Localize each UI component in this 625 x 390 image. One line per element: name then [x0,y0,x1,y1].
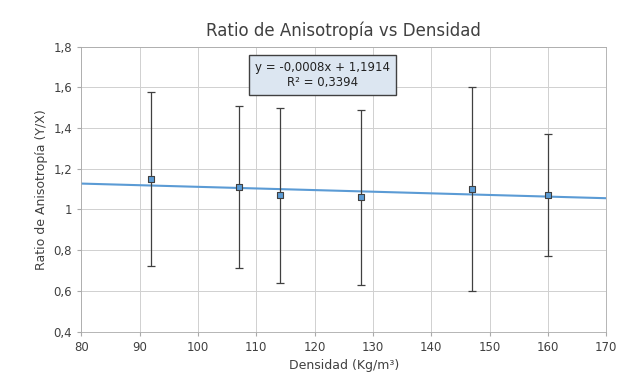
Point [234,184,244,190]
Point [356,194,366,200]
Point [467,186,477,192]
X-axis label: Densidad (Kg/m³): Densidad (Kg/m³) [289,359,399,372]
Point [274,192,284,199]
Point [146,176,156,182]
Point [543,192,553,199]
Text: y = -0,0008x + 1,1914
R² = 0,3394: y = -0,0008x + 1,1914 R² = 0,3394 [255,61,390,89]
Title: Ratio de Anisotropía vs Densidad: Ratio de Anisotropía vs Densidad [206,21,481,40]
Y-axis label: Ratio de Anisotropía (Y/X): Ratio de Anisotropía (Y/X) [35,109,48,269]
